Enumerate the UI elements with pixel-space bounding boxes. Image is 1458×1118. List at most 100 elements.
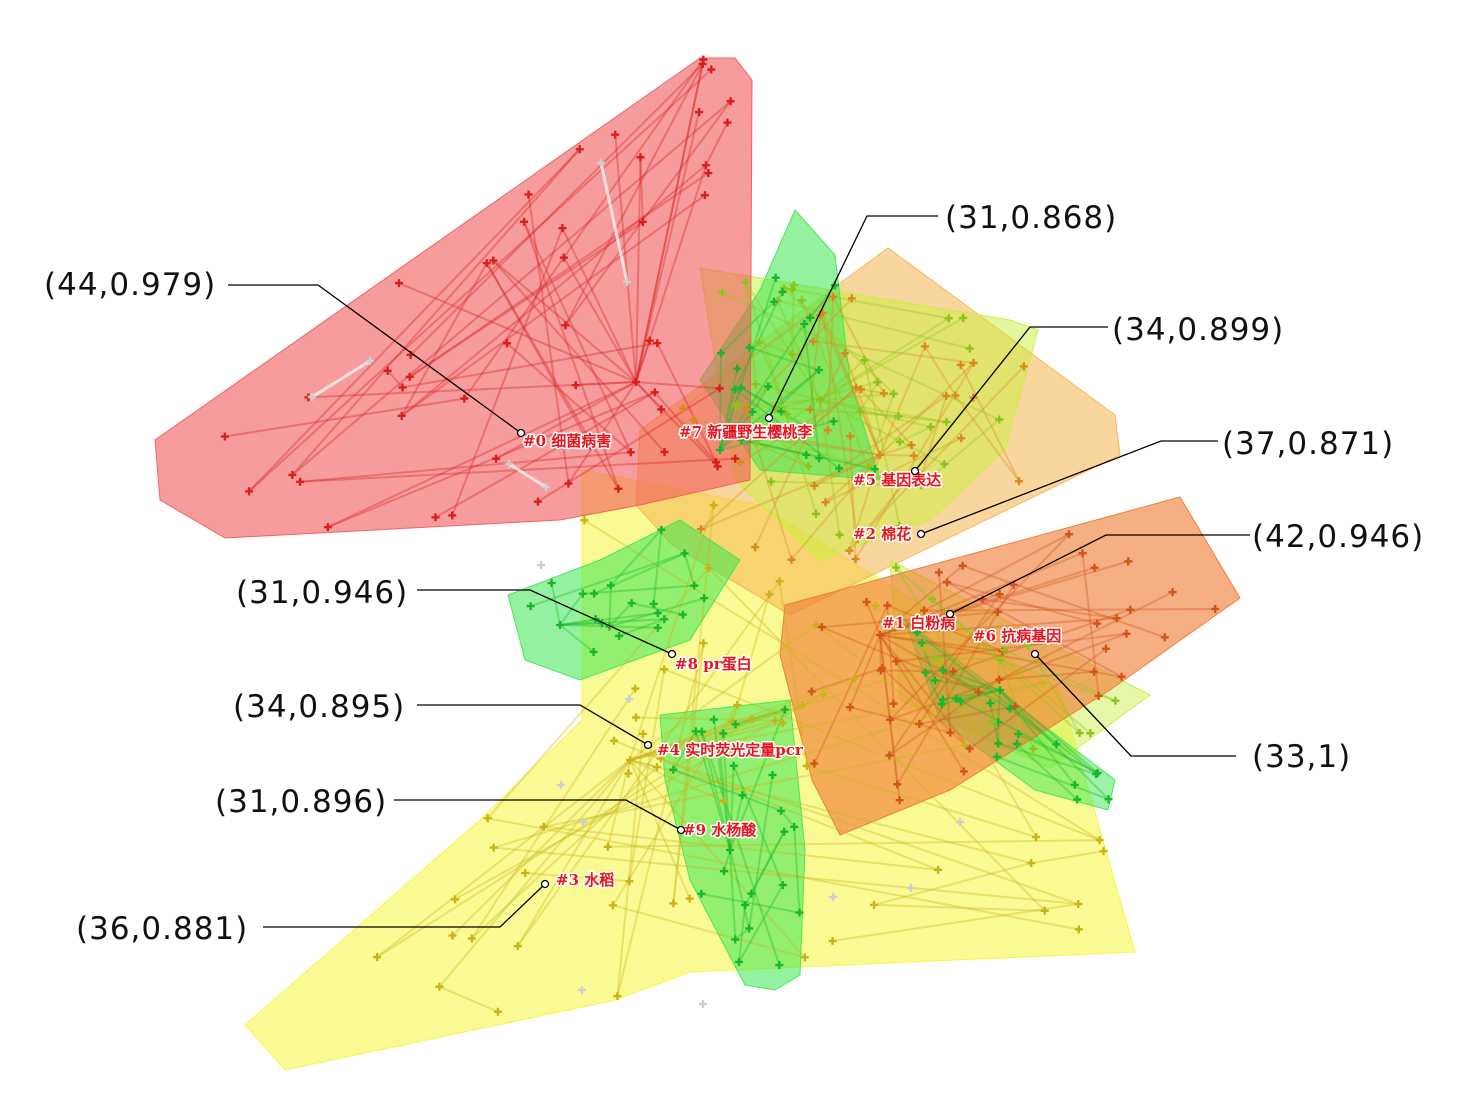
node-marker bbox=[931, 676, 940, 685]
node-marker bbox=[1126, 605, 1135, 614]
node-marker bbox=[729, 761, 738, 770]
node-marker bbox=[938, 666, 947, 675]
cluster-edge bbox=[955, 697, 1099, 774]
cluster-label-0: #0 细菌病害 bbox=[523, 432, 611, 450]
node-marker bbox=[907, 884, 915, 892]
node-marker bbox=[995, 590, 1004, 599]
cluster-edge bbox=[803, 323, 821, 459]
cluster-edge bbox=[880, 669, 954, 673]
cluster-edge bbox=[451, 759, 631, 937]
cluster-edge bbox=[874, 903, 1045, 912]
node-marker bbox=[632, 378, 640, 386]
node-marker bbox=[737, 383, 746, 392]
node-marker bbox=[931, 653, 940, 662]
cluster-edge bbox=[879, 552, 1083, 636]
node-marker bbox=[873, 378, 882, 387]
node-marker bbox=[435, 982, 444, 991]
cluster-edge bbox=[629, 623, 817, 761]
cluster-edge bbox=[629, 759, 658, 769]
callout-2: (37,0.871) bbox=[1222, 426, 1394, 462]
cluster-edge bbox=[608, 585, 612, 627]
node-marker bbox=[741, 278, 750, 287]
cluster-edge bbox=[485, 262, 591, 447]
node-marker bbox=[1073, 795, 1082, 804]
leader-line-2 bbox=[920, 440, 1218, 535]
node-marker bbox=[788, 350, 797, 359]
leader-line-8 bbox=[417, 589, 673, 655]
cluster-edge bbox=[559, 618, 665, 626]
cluster-edge bbox=[527, 194, 570, 484]
node-marker bbox=[775, 961, 784, 970]
cluster-edge bbox=[672, 768, 782, 812]
node-marker bbox=[1075, 728, 1084, 737]
node-marker bbox=[605, 622, 614, 631]
cluster-edge bbox=[819, 359, 866, 401]
node-marker bbox=[513, 942, 522, 951]
node-marker bbox=[755, 338, 764, 347]
node-marker bbox=[660, 665, 669, 674]
node-marker bbox=[719, 867, 728, 876]
cluster-edge bbox=[849, 706, 951, 734]
cluster-edge bbox=[924, 345, 957, 396]
cluster-edge bbox=[819, 317, 950, 401]
cluster-edge bbox=[931, 598, 1001, 661]
node-marker bbox=[660, 448, 669, 457]
node-marker bbox=[1023, 641, 1032, 650]
cluster-edge bbox=[720, 301, 775, 354]
node-marker bbox=[943, 578, 952, 587]
cluster-edge bbox=[629, 504, 715, 761]
node-marker bbox=[690, 581, 699, 590]
node-marker bbox=[771, 716, 780, 725]
node-marker bbox=[864, 462, 873, 471]
leader-line-0 bbox=[228, 284, 522, 434]
node-marker bbox=[695, 108, 704, 117]
node-marker bbox=[614, 484, 623, 493]
cluster-edge bbox=[616, 733, 645, 997]
node-marker bbox=[771, 404, 780, 413]
cluster-edge bbox=[631, 602, 684, 616]
cluster-edge bbox=[821, 611, 998, 629]
node-marker bbox=[776, 806, 785, 815]
node-marker bbox=[296, 477, 305, 486]
node-marker bbox=[741, 901, 750, 910]
node-marker bbox=[483, 814, 492, 823]
cluster-edge bbox=[935, 656, 1001, 661]
cluster-edge bbox=[516, 580, 781, 947]
node-marker bbox=[807, 423, 816, 432]
cluster-edge bbox=[559, 622, 602, 626]
node-marker bbox=[988, 717, 997, 726]
node-marker bbox=[828, 936, 837, 945]
node-marker bbox=[998, 647, 1007, 656]
cluster-edge bbox=[635, 381, 719, 468]
cluster-edge bbox=[759, 341, 793, 356]
node-marker bbox=[978, 595, 987, 604]
node-marker bbox=[895, 437, 904, 446]
cluster-edge bbox=[1031, 850, 1104, 865]
node-marker bbox=[626, 448, 635, 457]
node-marker bbox=[942, 418, 951, 427]
anchor-dot-0 bbox=[516, 428, 526, 438]
node-marker bbox=[800, 953, 809, 962]
cluster-hull-6 bbox=[659, 699, 806, 991]
callout-4: (34,0.895) bbox=[233, 689, 405, 725]
node-marker bbox=[723, 118, 732, 127]
node-marker bbox=[669, 765, 678, 774]
cluster-edge bbox=[471, 766, 658, 940]
node-marker bbox=[406, 350, 415, 359]
node-marker bbox=[709, 715, 718, 724]
cluster-edge bbox=[856, 365, 1025, 540]
node-marker bbox=[756, 429, 765, 438]
cluster-edge bbox=[451, 227, 564, 516]
cluster-label-3: #3 水稻 bbox=[556, 871, 614, 889]
cluster-edge bbox=[663, 668, 1100, 842]
node-marker bbox=[959, 767, 968, 776]
cluster-edge bbox=[248, 148, 581, 493]
cluster-edge bbox=[401, 164, 707, 417]
node-marker bbox=[821, 498, 830, 507]
cluster-edge bbox=[873, 862, 1032, 906]
node-marker bbox=[737, 435, 746, 444]
node-marker bbox=[1094, 691, 1103, 700]
node-marker bbox=[921, 668, 930, 677]
node-marker bbox=[917, 639, 926, 648]
cluster-edge bbox=[575, 381, 637, 387]
